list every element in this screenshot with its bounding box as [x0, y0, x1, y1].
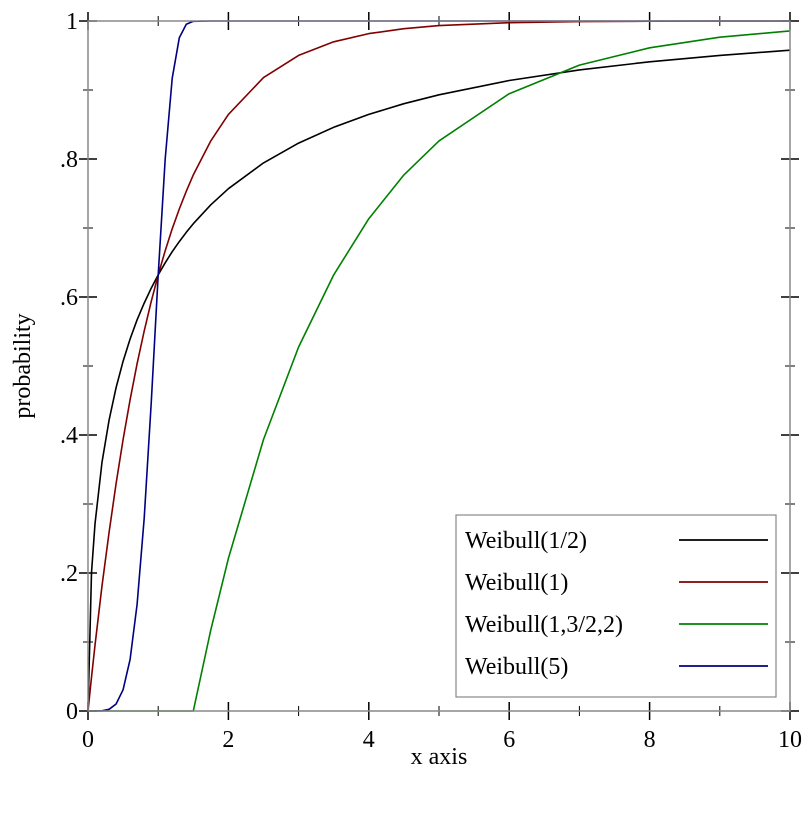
- y-tick-label: .8: [60, 147, 78, 173]
- x-tick-label: 10: [778, 727, 802, 753]
- x-tick-label: 2: [222, 727, 234, 753]
- series-line-weibull-1-: [87, 20, 791, 712]
- x-tick-label: 6: [503, 727, 515, 753]
- series-line-weibull-1-2-: [87, 49, 791, 712]
- legend-label: Weibull(1): [465, 570, 568, 596]
- x-tick-label: 4: [363, 727, 375, 753]
- x-axis-label: x axis: [411, 744, 468, 770]
- y-tick-label: 0: [66, 699, 78, 725]
- y-tick-label: .2: [60, 561, 78, 587]
- legend-label: Weibull(1/2): [465, 528, 587, 554]
- legend: Weibull(1/2) Weibull(1) Weibull(1,3/2,2) We…: [455, 514, 777, 698]
- y-tick-label: .6: [60, 285, 78, 311]
- y-tick-label: 1: [66, 9, 78, 35]
- legend-label: Weibull(1,3/2,2): [465, 612, 623, 638]
- y-tick-label: .4: [60, 423, 78, 449]
- x-tick-label: 8: [644, 727, 656, 753]
- plot-frame: [87, 20, 791, 712]
- y-axis-label: probability: [10, 313, 36, 418]
- x-tick-label: 0: [82, 727, 94, 753]
- legend-label: Weibull(5): [465, 654, 568, 680]
